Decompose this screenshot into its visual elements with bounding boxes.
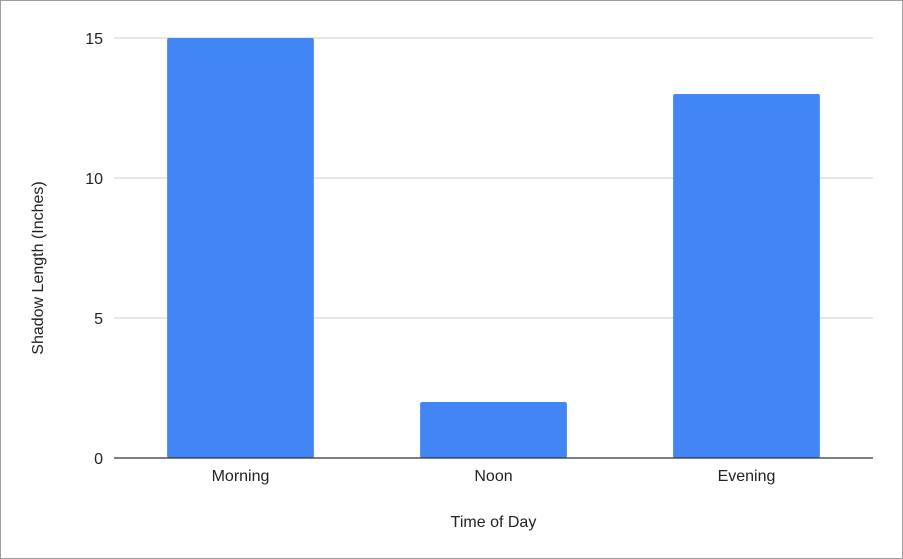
x-tick-label: Noon	[474, 468, 512, 485]
bar-noon	[420, 402, 567, 458]
x-axis-title: Time of Day	[451, 514, 537, 531]
bar-morning	[167, 38, 314, 458]
x-tick-label: Morning	[212, 468, 270, 485]
y-axis-ticks: 0 5 10 15	[85, 31, 103, 468]
x-tick-label: Evening	[718, 468, 776, 485]
y-tick-label: 10	[85, 171, 103, 188]
x-axis-ticks: Morning Noon Evening	[212, 468, 776, 485]
bars	[167, 38, 820, 458]
y-tick-label: 0	[94, 451, 103, 468]
y-tick-label: 5	[94, 311, 103, 328]
y-axis-title: Shadow Length (Inches)	[30, 181, 47, 354]
bar-evening	[673, 94, 820, 458]
y-tick-label: 15	[85, 31, 103, 48]
